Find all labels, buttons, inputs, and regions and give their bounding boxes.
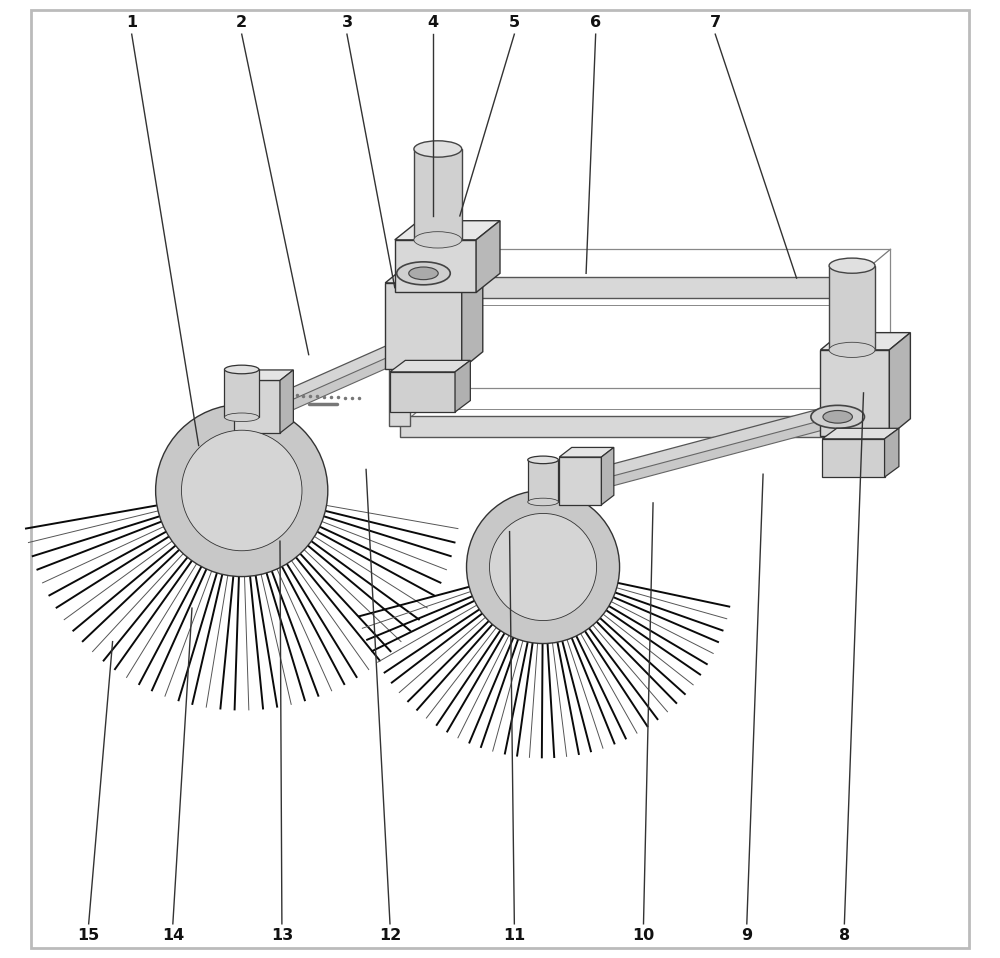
Bar bbox=[385, 283, 462, 369]
Polygon shape bbox=[885, 428, 899, 477]
Polygon shape bbox=[462, 265, 483, 369]
Ellipse shape bbox=[829, 342, 875, 357]
Polygon shape bbox=[476, 220, 500, 292]
Polygon shape bbox=[583, 420, 826, 493]
Circle shape bbox=[489, 513, 597, 621]
Circle shape bbox=[181, 430, 302, 551]
Polygon shape bbox=[257, 355, 397, 424]
Polygon shape bbox=[834, 287, 855, 426]
Polygon shape bbox=[385, 265, 483, 283]
Polygon shape bbox=[400, 416, 844, 437]
Polygon shape bbox=[582, 408, 827, 486]
Polygon shape bbox=[390, 360, 470, 372]
Circle shape bbox=[467, 490, 620, 644]
Text: 5: 5 bbox=[509, 15, 520, 31]
Ellipse shape bbox=[823, 411, 852, 423]
Polygon shape bbox=[820, 332, 910, 350]
Text: 12: 12 bbox=[379, 927, 401, 943]
Ellipse shape bbox=[414, 141, 462, 157]
Text: 3: 3 bbox=[341, 15, 353, 31]
Polygon shape bbox=[256, 343, 398, 417]
Text: 14: 14 bbox=[162, 927, 184, 943]
Polygon shape bbox=[234, 370, 293, 380]
Polygon shape bbox=[395, 220, 500, 240]
Polygon shape bbox=[400, 277, 844, 298]
Polygon shape bbox=[889, 332, 910, 436]
Bar bbox=[234, 380, 280, 433]
Bar bbox=[829, 265, 875, 350]
Ellipse shape bbox=[397, 262, 450, 285]
Ellipse shape bbox=[224, 365, 259, 374]
Bar bbox=[224, 370, 259, 418]
Polygon shape bbox=[822, 428, 899, 439]
Text: 6: 6 bbox=[590, 15, 601, 31]
Text: 1: 1 bbox=[126, 15, 137, 31]
Bar bbox=[395, 240, 476, 292]
Polygon shape bbox=[189, 418, 294, 465]
Text: 8: 8 bbox=[839, 927, 850, 943]
Ellipse shape bbox=[528, 456, 558, 464]
Bar bbox=[820, 350, 889, 436]
Ellipse shape bbox=[414, 232, 462, 248]
Bar bbox=[822, 439, 885, 477]
Ellipse shape bbox=[528, 498, 558, 506]
Polygon shape bbox=[497, 502, 589, 544]
Text: 11: 11 bbox=[503, 927, 525, 943]
Text: 15: 15 bbox=[78, 927, 100, 943]
Text: 9: 9 bbox=[741, 927, 752, 943]
Bar bbox=[559, 457, 601, 505]
Text: 2: 2 bbox=[236, 15, 247, 31]
Polygon shape bbox=[559, 447, 614, 457]
Polygon shape bbox=[601, 447, 614, 505]
Polygon shape bbox=[455, 360, 470, 412]
Bar bbox=[390, 372, 455, 412]
Circle shape bbox=[156, 404, 328, 577]
Ellipse shape bbox=[829, 258, 875, 273]
Bar bbox=[414, 149, 462, 240]
Text: 13: 13 bbox=[271, 927, 293, 943]
Ellipse shape bbox=[224, 413, 259, 422]
Ellipse shape bbox=[811, 405, 864, 428]
Polygon shape bbox=[389, 287, 410, 426]
Text: 7: 7 bbox=[710, 15, 721, 31]
Ellipse shape bbox=[409, 267, 438, 280]
Bar bbox=[528, 460, 558, 502]
Text: 4: 4 bbox=[427, 15, 439, 31]
Polygon shape bbox=[280, 370, 293, 433]
Text: 10: 10 bbox=[632, 927, 655, 943]
